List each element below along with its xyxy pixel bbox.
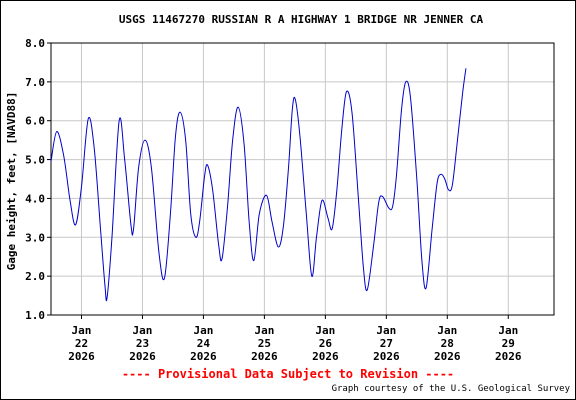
x-tick-label-line3: 2026	[129, 350, 156, 363]
provisional-data-notice: ---- Provisional Data Subject to Revisio…	[121, 367, 455, 381]
y-tick-label: 2.0	[25, 270, 45, 283]
x-tick-label-line1: Jan	[254, 324, 274, 337]
x-tick-label-line3: 2026	[190, 350, 217, 363]
x-tick-label-line2: 25	[258, 337, 271, 350]
x-tick-label-line2: 23	[136, 337, 149, 350]
x-axis-ticks: Jan222026Jan232026Jan242026Jan252026Jan2…	[68, 315, 522, 363]
x-tick-label-line3: 2026	[312, 350, 339, 363]
x-tick-label-line3: 2026	[495, 350, 522, 363]
x-tick-label-line1: Jan	[133, 324, 153, 337]
plot-area-border	[50, 42, 555, 316]
x-tick-label-line2: 28	[441, 337, 454, 350]
y-tick-label: 3.0	[25, 231, 45, 244]
y-axis-label: Gage height, feet, [NAVD88]	[5, 92, 18, 271]
x-tick-label-line2: 27	[380, 337, 393, 350]
x-tick-label-line2: 22	[75, 337, 88, 350]
x-tick-label-line1: Jan	[437, 324, 457, 337]
y-tick-label: 7.0	[25, 76, 45, 89]
y-tick-label: 1.0	[25, 309, 45, 322]
usgs-courtesy-credit: Graph courtesy of the U.S. Geological Su…	[331, 384, 570, 394]
x-tick-label-line1: Jan	[72, 324, 92, 337]
gage-height-series-line	[50, 68, 467, 302]
x-tick-label-line2: 29	[502, 337, 515, 350]
x-tick-label-line3: 2026	[68, 350, 95, 363]
x-tick-label-line3: 2026	[373, 350, 400, 363]
x-tick-label-line1: Jan	[193, 324, 213, 337]
x-tick-label-line3: 2026	[434, 350, 461, 363]
x-tick-label-line2: 26	[319, 337, 333, 350]
y-tick-label: 4.0	[25, 192, 45, 205]
y-tick-label: 8.0	[25, 37, 45, 50]
y-tick-label: 6.0	[25, 115, 45, 128]
x-tick-label-line1: Jan	[315, 324, 335, 337]
y-axis-ticks: 1.0 2.0 3.0 4.0 5.0 6.0 7.0 8.0	[25, 37, 51, 322]
grid-lines	[51, 42, 554, 316]
chart-title: USGS 11467270 RUSSIAN R A HIGHWAY 1 BRID…	[119, 13, 484, 26]
y-tick-label: 5.0	[25, 154, 45, 167]
x-tick-label-line1: Jan	[376, 324, 396, 337]
x-tick-label-line2: 24	[197, 337, 211, 350]
x-tick-label-line1: Jan	[498, 324, 518, 337]
x-tick-label-line3: 2026	[251, 350, 278, 363]
